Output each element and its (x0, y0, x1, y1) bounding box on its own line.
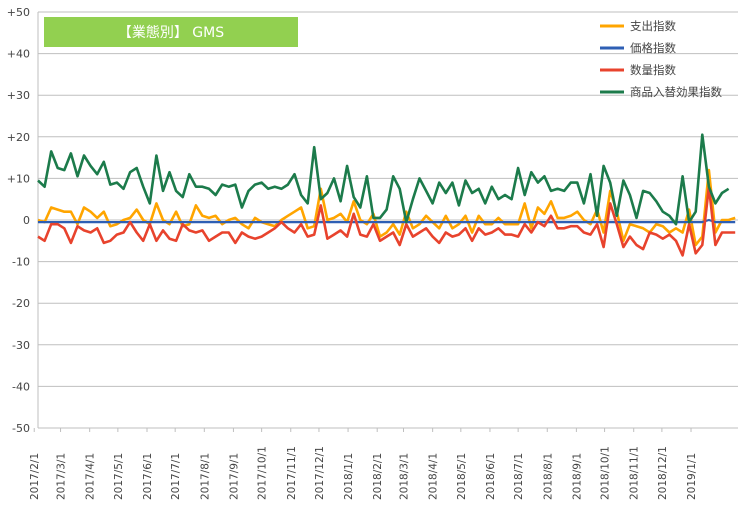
x-tick-label: 2017/12/1 (314, 446, 326, 500)
series-lines (37, 133, 736, 257)
y-tick-label: +10 (7, 172, 30, 185)
x-tick-label: 2018/2/1 (372, 453, 384, 500)
x-tick-label: 2017/7/1 (170, 453, 182, 500)
y-tick-label: 0 (23, 214, 30, 227)
y-tick-label: +50 (7, 6, 30, 19)
x-tick-label: 2018/6/1 (485, 453, 497, 500)
x-tick-label: 2018/1/1 (343, 453, 355, 500)
y-tick-label: -50 (12, 422, 30, 435)
x-axis-tick-labels: 2017/2/1 2017/3/1 2017/4/1 2017/5/1 2017/6/1… (29, 428, 698, 500)
series-line-3 (37, 133, 730, 226)
y-tick-label: +20 (7, 131, 30, 144)
legend-label: 商品入替効果指数 (630, 85, 722, 99)
x-tick-label: 2017/5/1 (113, 453, 125, 500)
x-tick-label: 2018/5/1 (456, 453, 468, 500)
y-tick-label: -40 (12, 380, 30, 393)
y-tick-label: -20 (12, 297, 30, 310)
x-tick-label: 2017/3/1 (56, 453, 68, 500)
series-line-1 (38, 218, 736, 224)
x-tick-label: 2017/2/1 (29, 453, 41, 500)
y-axis-tick-labels: +50 +40 +30 +20 +10 0 -10 -20 -30 -40 -50 (7, 6, 30, 435)
x-tick-label: 2017/4/1 (85, 453, 97, 500)
x-tick-label: 2018/12/1 (657, 446, 669, 500)
x-tick-label: 2017/6/1 (142, 453, 154, 500)
y-tick-label: +30 (7, 89, 30, 102)
x-tick-label: 2017/11/1 (286, 446, 298, 500)
x-tick-label: 2019/1/1 (686, 453, 698, 500)
legend-label: 支出指数 (630, 19, 676, 33)
x-tick-label: 2017/9/1 (228, 453, 240, 500)
x-tick-label: 2018/7/1 (513, 453, 525, 500)
x-tick-label: 2018/10/1 (600, 446, 612, 500)
legend-label: 価格指数 (630, 41, 676, 55)
legend-label: 数量指数 (630, 63, 676, 77)
x-tick-label: 2018/3/1 (399, 453, 411, 500)
gridlines (37, 11, 738, 429)
series-line-2 (37, 185, 736, 257)
x-tick-label: 2018/4/1 (428, 453, 440, 500)
x-tick-label: 2018/11/1 (629, 446, 641, 500)
y-tick-label: -10 (12, 256, 30, 269)
x-tick-label: 2017/8/1 (199, 453, 211, 500)
chart-title: 【業態別】 GMS (44, 17, 298, 47)
x-tick-label: 2018/9/1 (571, 453, 583, 500)
y-tick-label: -30 (12, 339, 30, 352)
x-tick-label: 2018/8/1 (542, 453, 554, 500)
y-tick-label: +40 (7, 48, 30, 61)
x-tick-label: 2017/10/1 (257, 446, 269, 500)
